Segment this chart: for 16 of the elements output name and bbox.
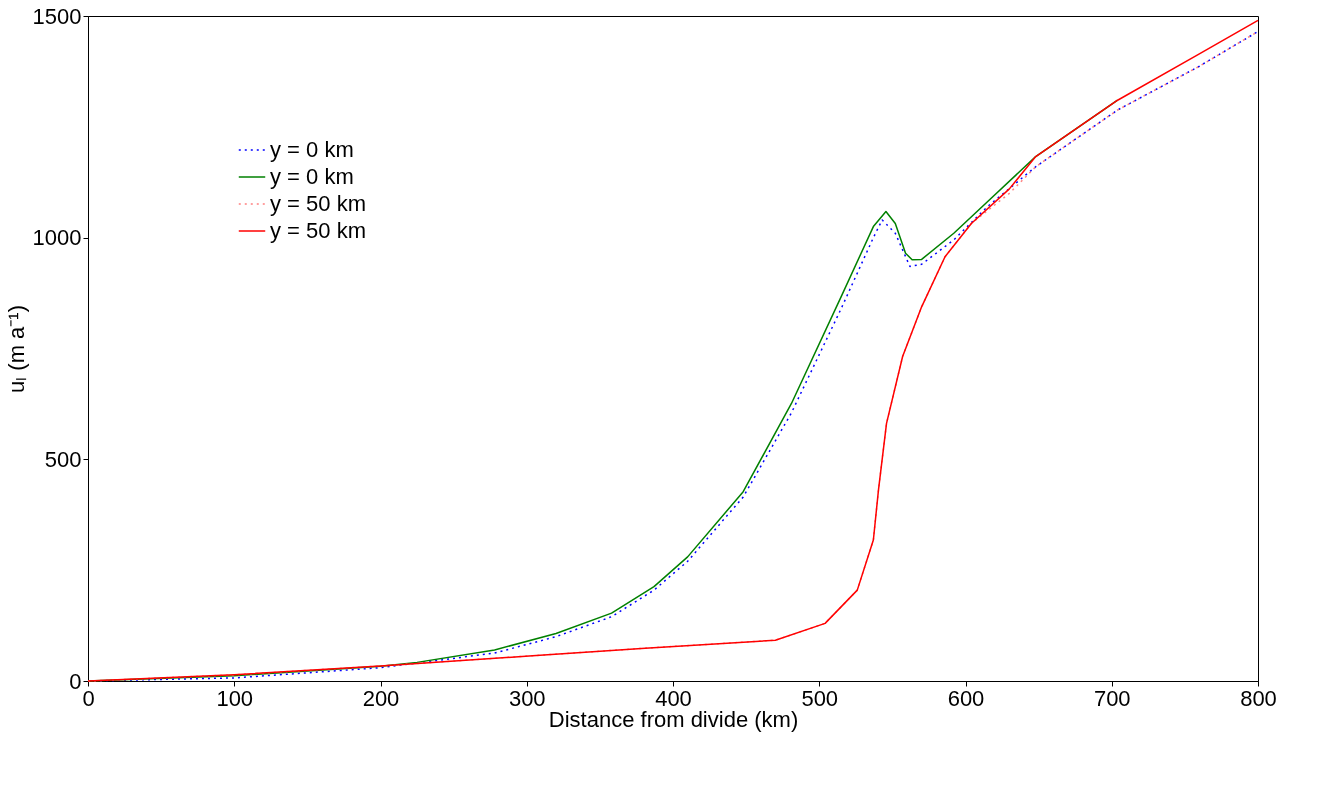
x-tick-label: 300 <box>508 685 546 711</box>
x-tick-label: 200 <box>362 685 400 711</box>
y-tick-label: 1000 <box>32 225 82 251</box>
y-tick-label: 1500 <box>32 3 82 29</box>
legend-label: y = 0 km <box>270 164 354 189</box>
y-axis-title: uₗ (m a⁻¹) <box>3 305 29 393</box>
x-tick-label: 100 <box>216 685 254 711</box>
x-tick-label: 800 <box>1240 685 1277 711</box>
x-tick-label: 500 <box>801 685 839 711</box>
legend-label: y = 50 km <box>270 218 366 243</box>
x-tick-label: 700 <box>1093 685 1131 711</box>
legend-label: y = 0 km <box>270 137 354 162</box>
legend-label: y = 50 km <box>270 191 366 216</box>
x-tick-label: 600 <box>947 685 985 711</box>
y-tick-label: 0 <box>69 668 82 694</box>
y-tick-label: 500 <box>44 446 82 472</box>
